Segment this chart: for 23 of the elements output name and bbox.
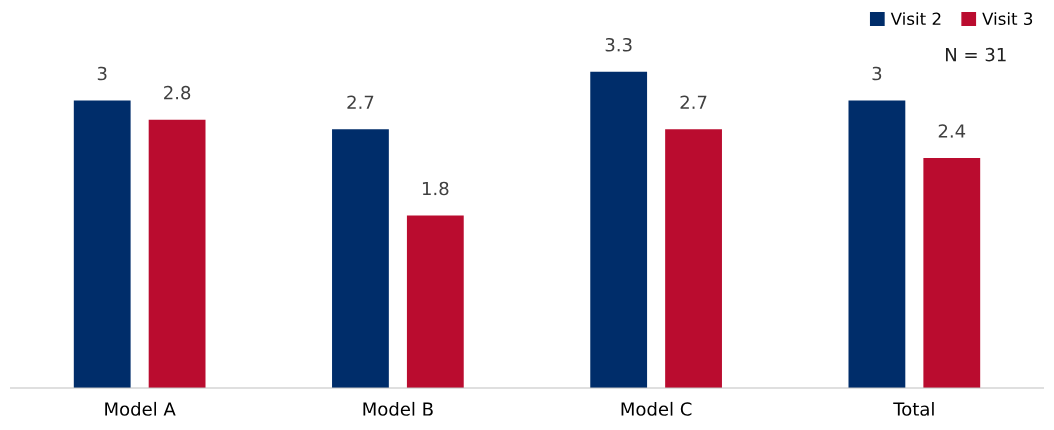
legend-label: Visit 3	[982, 12, 1033, 26]
bar	[665, 129, 722, 388]
data-label: 1.8	[422, 181, 449, 196]
data-label: 2.7	[347, 95, 374, 109]
data-label: 3.3	[605, 37, 632, 52]
bar	[73, 100, 131, 388]
data-label: 2.8	[164, 85, 191, 100]
x-tick-label: Model A	[105, 401, 176, 416]
data-label: 2.7	[680, 95, 707, 109]
bar	[923, 157, 981, 388]
data-label: 3	[872, 66, 882, 81]
bar	[848, 100, 906, 388]
legend-label: Visit 2	[890, 12, 941, 26]
bar	[332, 129, 389, 388]
bar	[148, 119, 206, 388]
x-tick-label: Model B	[363, 401, 433, 416]
text: N = 31	[945, 47, 1006, 62]
data-label: 3	[97, 66, 107, 81]
bar	[406, 215, 464, 388]
x-tick-label: Total	[893, 401, 934, 416]
data-label: 2.4	[938, 124, 966, 138]
bar	[590, 71, 648, 388]
x-tick-label: Model C	[621, 401, 692, 416]
